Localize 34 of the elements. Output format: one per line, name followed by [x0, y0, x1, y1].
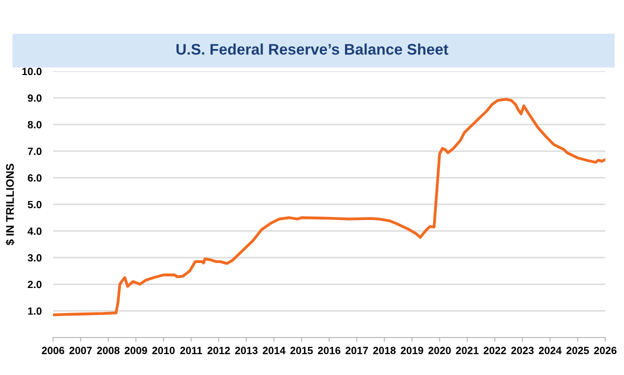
y-axis-title: $ IN TRILLIONS	[6, 164, 15, 246]
y-tick-label: 6.0	[28, 174, 42, 182]
x-tick-label: 2019	[400, 346, 424, 354]
x-tick-label: 2011	[180, 346, 202, 354]
x-tick-label: 2020	[428, 346, 451, 354]
y-tick-label: 9.0	[28, 94, 42, 102]
x-tick-label: 2017	[346, 346, 368, 354]
x-tick-label: 2008	[97, 346, 120, 354]
x-tick-label: 2021	[456, 346, 479, 354]
y-tick-label: 2.0	[28, 280, 42, 288]
x-tick-label: 2026	[594, 346, 616, 354]
x-tick-label: 2006	[42, 346, 64, 354]
x-tick-label: 2024	[538, 346, 562, 354]
x-tick-label: 2022	[484, 346, 506, 354]
x-tick-label: 2025	[566, 346, 589, 354]
y-tick-label: 5.0	[28, 200, 42, 208]
line-series	[53, 98, 606, 316]
x-tick-label: 2009	[124, 346, 148, 354]
x-tick-label: 2007	[69, 346, 92, 354]
x-tick-label: 2010	[152, 346, 175, 354]
x-tick-label: 2018	[373, 346, 396, 354]
x-tick-label: 2015	[290, 346, 313, 354]
x-tick-label: 2023	[511, 346, 534, 354]
y-tick-label: 7.0	[28, 148, 42, 155]
y-tick-label: 1.0	[28, 307, 42, 315]
x-tick-label: 2012	[207, 346, 230, 354]
y-tick-label: 10.0	[22, 68, 42, 76]
chart-title: U.S. Federal Reserve’s Balance Sheet	[176, 44, 448, 55]
x-tick-label: 2016	[318, 346, 340, 354]
x-tick-label: 2014	[262, 346, 286, 354]
x-tick-label: 2013	[235, 346, 258, 354]
y-tick-label: 3.0	[28, 254, 42, 262]
y-tick-label: 4.0	[28, 228, 42, 235]
y-tick-label: 8.0	[28, 121, 42, 128]
